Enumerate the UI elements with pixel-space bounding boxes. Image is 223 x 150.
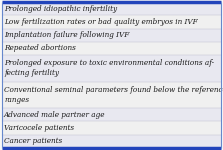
Bar — [2, 42, 221, 55]
Text: Prolonged exposure to toxic environmental conditions af-
fecting fertility: Prolonged exposure to toxic environmenta… — [4, 59, 214, 77]
Bar — [2, 28, 221, 42]
Bar — [2, 122, 221, 135]
Text: Prolonged idiopathic infertility: Prolonged idiopathic infertility — [4, 5, 117, 13]
Text: Implantation failure following IVF: Implantation failure following IVF — [4, 31, 129, 39]
Text: Conventional seminal parameters found below the reference
ranges: Conventional seminal parameters found be… — [4, 86, 223, 104]
Text: Low fertilization rates or bad quality embryos in IVF: Low fertilization rates or bad quality e… — [4, 18, 198, 26]
Text: Cancer patients: Cancer patients — [4, 137, 62, 145]
Text: Varicocele patients: Varicocele patients — [4, 124, 74, 132]
Bar — [2, 2, 221, 15]
Bar — [2, 55, 221, 82]
Bar — [2, 82, 221, 108]
Text: Advanced male partner age: Advanced male partner age — [4, 111, 105, 119]
Bar — [2, 135, 221, 148]
Bar — [2, 108, 221, 122]
Text: Repeated abortions: Repeated abortions — [4, 44, 76, 52]
Bar — [2, 15, 221, 28]
